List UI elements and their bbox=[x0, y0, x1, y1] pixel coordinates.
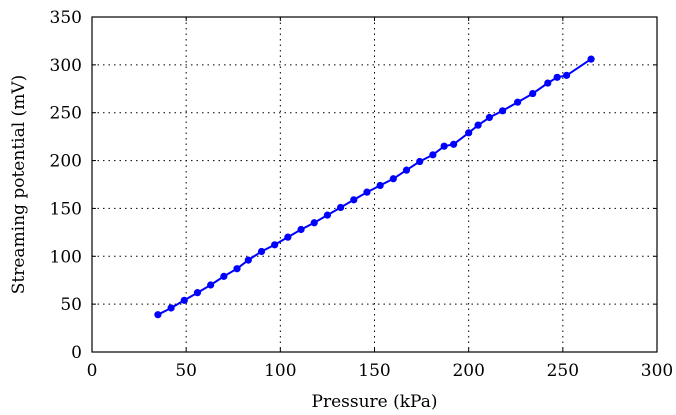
x-tick-label: 100 bbox=[264, 361, 296, 381]
data-point bbox=[450, 140, 458, 148]
data-point bbox=[429, 151, 437, 159]
grid bbox=[92, 17, 657, 352]
y-axis-label: Streaming potential (mV) bbox=[9, 75, 29, 294]
y-tick-label: 250 bbox=[50, 104, 82, 124]
y-tick-label: 350 bbox=[50, 8, 82, 28]
data-point bbox=[207, 281, 215, 289]
x-tick-label: 300 bbox=[641, 361, 673, 381]
data-point bbox=[220, 272, 228, 280]
data-point bbox=[350, 196, 358, 204]
data-point bbox=[587, 55, 595, 63]
data-point bbox=[563, 71, 571, 79]
data-point bbox=[193, 289, 202, 297]
data-point bbox=[465, 129, 473, 137]
data-point bbox=[474, 121, 482, 129]
data-point bbox=[498, 107, 507, 115]
data-point bbox=[402, 166, 411, 174]
axis-ticks: 0 50 100 150 200 250 300 0 50 100 150 200 250 300 350 bbox=[50, 8, 674, 381]
x-tick-label: 150 bbox=[358, 361, 390, 381]
data-point bbox=[284, 233, 292, 241]
x-tick-label: 0 bbox=[87, 361, 98, 381]
data-point bbox=[154, 311, 162, 319]
data-point bbox=[553, 73, 561, 81]
data-point bbox=[529, 89, 537, 98]
data-point bbox=[337, 203, 345, 212]
y-tick-label: 100 bbox=[50, 247, 82, 267]
y-tick-label: 200 bbox=[50, 152, 82, 172]
data-point bbox=[376, 181, 384, 190]
x-tick-label: 200 bbox=[452, 361, 484, 381]
data-point bbox=[485, 113, 493, 122]
data-point bbox=[297, 225, 305, 234]
data-point bbox=[416, 157, 424, 166]
y-tick-label: 150 bbox=[50, 199, 82, 219]
data-point bbox=[363, 188, 371, 196]
data-point bbox=[257, 247, 266, 256]
data-point bbox=[310, 219, 318, 227]
series bbox=[154, 55, 595, 319]
x-tick-label: 50 bbox=[175, 361, 197, 381]
data-point bbox=[544, 79, 552, 87]
series-line bbox=[157, 58, 592, 316]
x-tick-label: 250 bbox=[547, 361, 579, 381]
data-point bbox=[514, 98, 522, 106]
data-point bbox=[233, 265, 241, 273]
y-tick-label: 0 bbox=[71, 343, 82, 363]
data-point bbox=[167, 304, 175, 312]
x-axis-label: Pressure (kPa) bbox=[312, 392, 438, 412]
data-point bbox=[389, 175, 397, 183]
data-point bbox=[440, 142, 448, 150]
y-tick-label: 50 bbox=[60, 295, 82, 315]
data-point bbox=[323, 211, 332, 219]
data-point bbox=[271, 241, 279, 249]
y-tick-label: 300 bbox=[50, 56, 82, 76]
data-point bbox=[244, 256, 252, 264]
data-point bbox=[180, 296, 188, 304]
